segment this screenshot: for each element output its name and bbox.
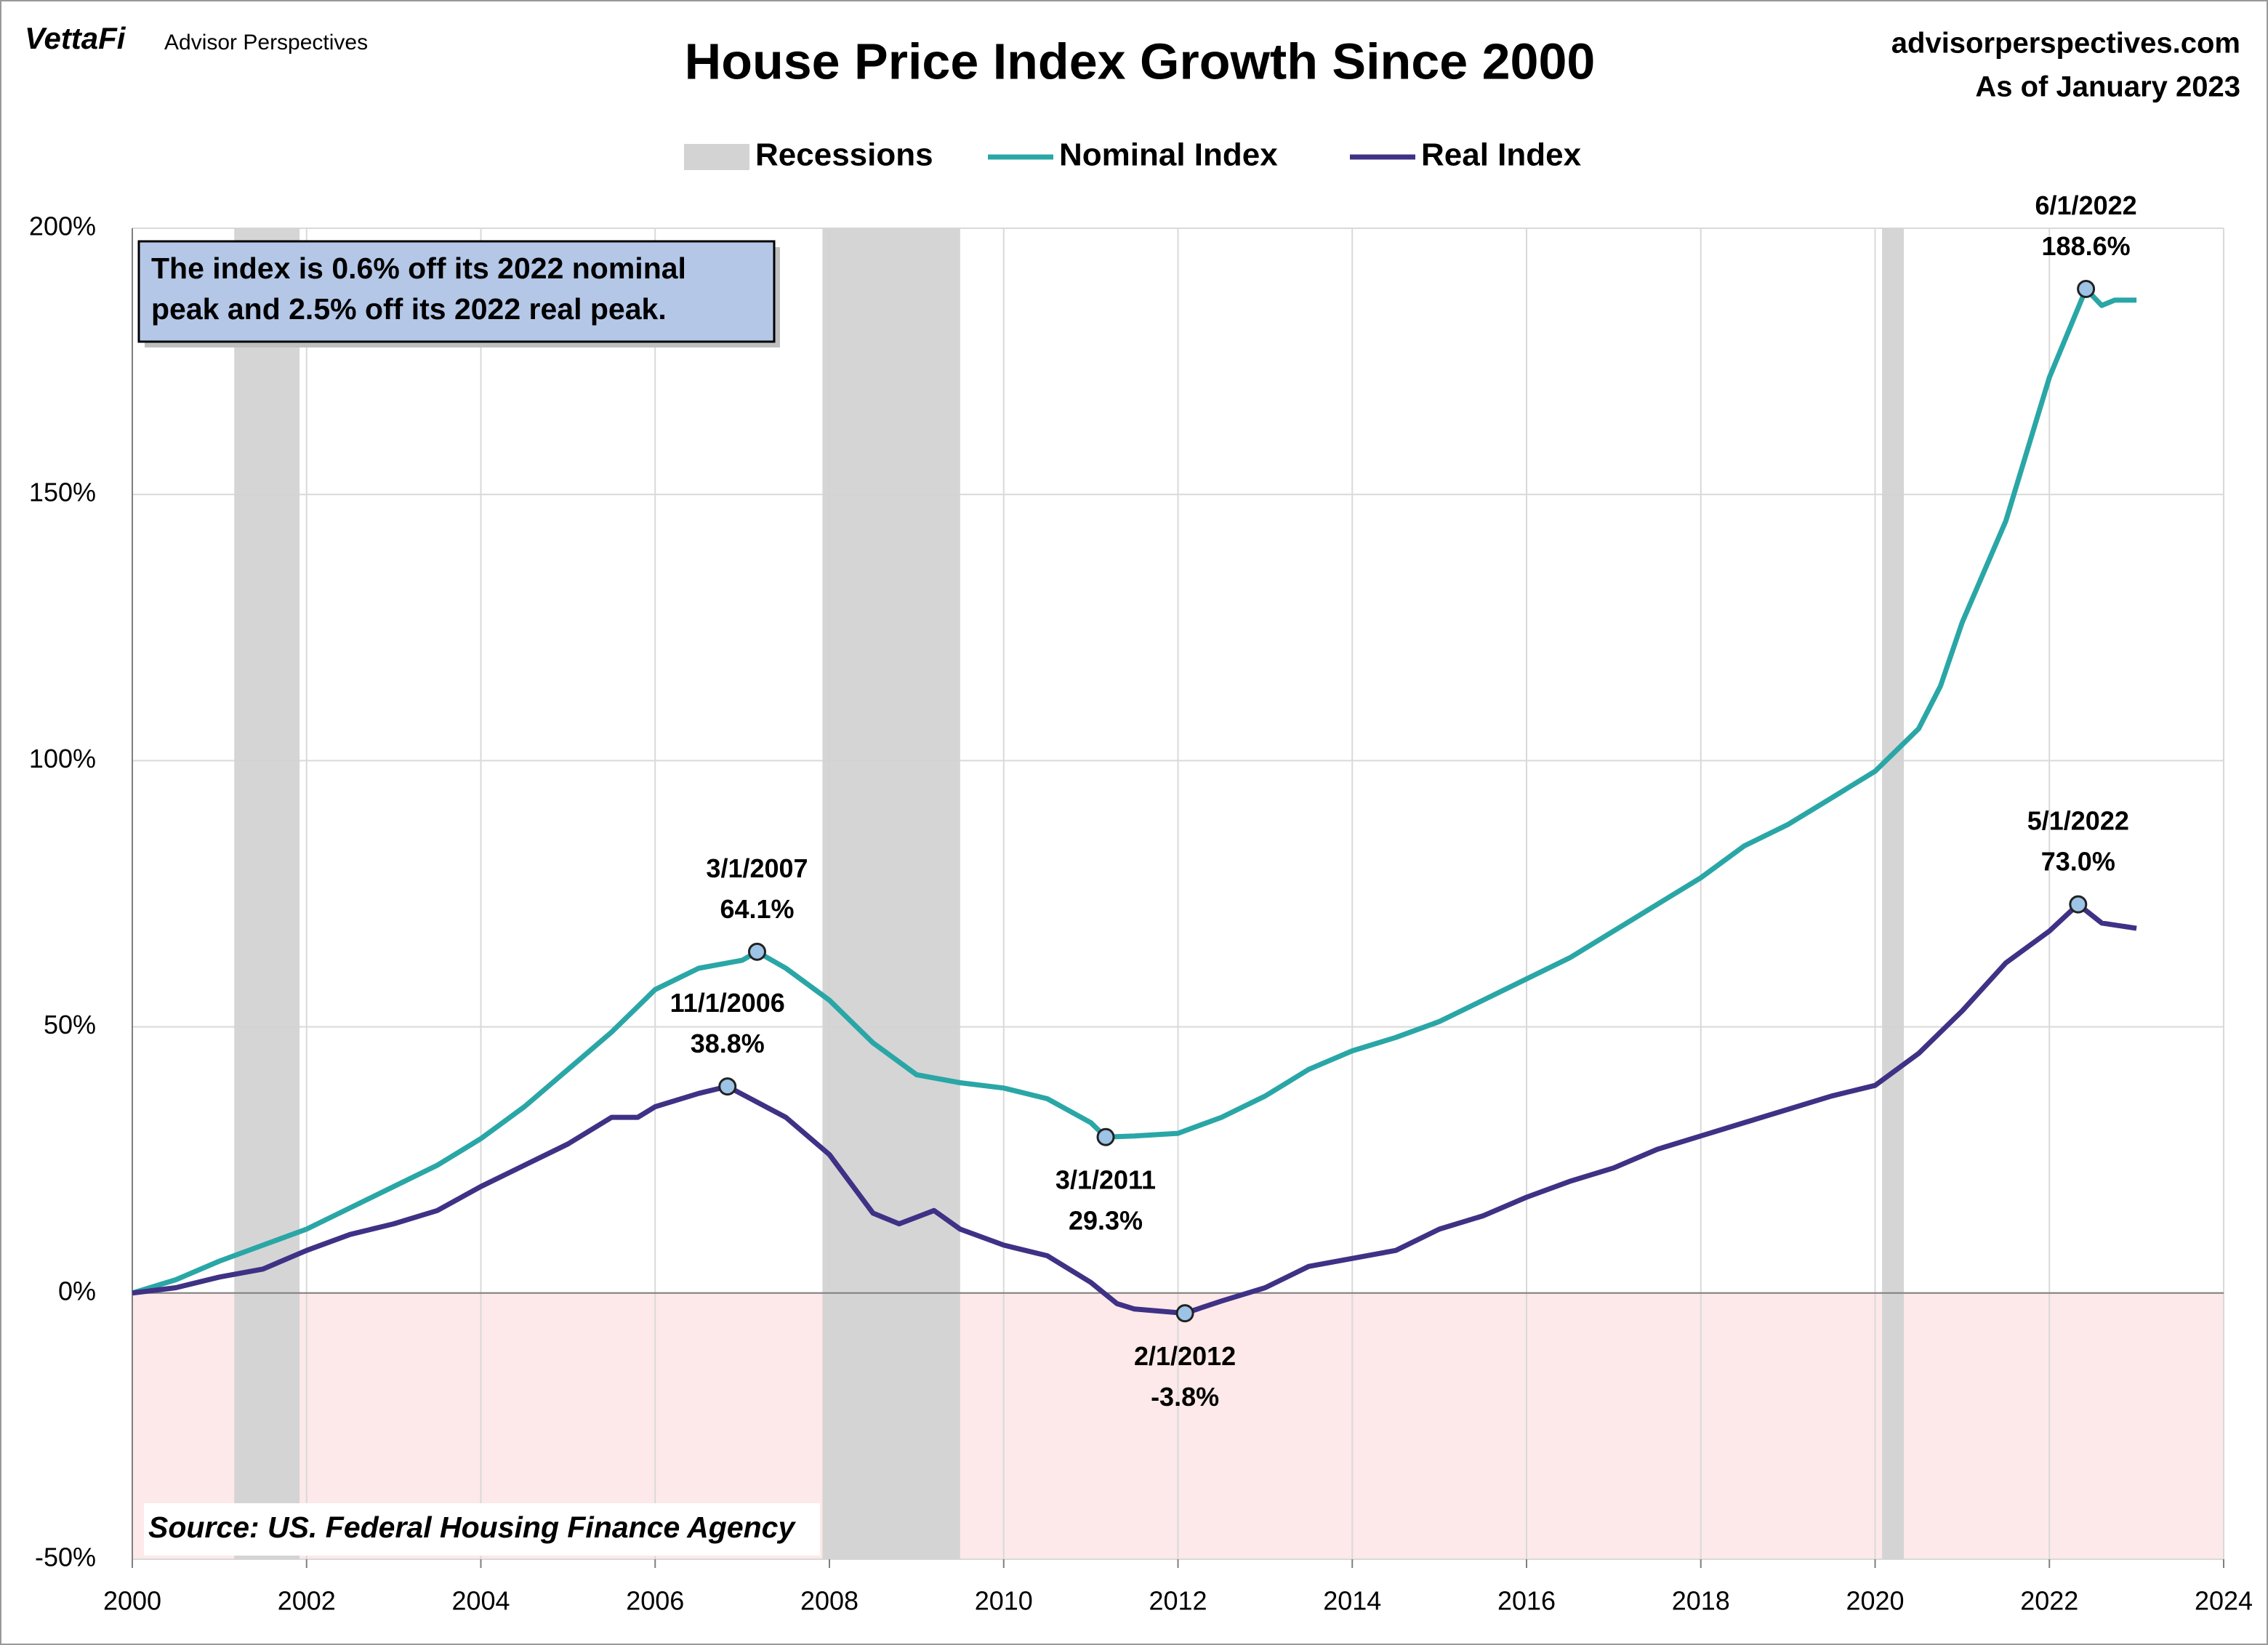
- y-tick-label: 200%: [29, 212, 96, 241]
- brand: VettaFi: [25, 21, 126, 55]
- plot: -50% 0% 50% 100% 150% 200% 2000 2002 2004 2006 200…: [29, 190, 2253, 1616]
- x-tick-label: 2016: [1497, 1586, 1556, 1616]
- y-tick-label: 50%: [44, 1010, 96, 1039]
- annotation-label: 64.1%: [720, 894, 794, 924]
- chart-title: House Price Index Growth Since 2000: [685, 33, 1596, 89]
- annotation-label: -3.8%: [1151, 1382, 1219, 1412]
- annotation-date: 5/1/2022: [2027, 806, 2129, 836]
- legend-label: Nominal Index: [1059, 137, 1278, 173]
- x-tick-label: 2006: [626, 1586, 684, 1616]
- source: Source: US. Federal Housing Finance Agen…: [148, 1511, 796, 1544]
- y-tick-label: 100%: [29, 744, 96, 773]
- x-tick-label: 2008: [800, 1586, 858, 1616]
- annotation-point: [2069, 895, 2088, 914]
- recession: [234, 228, 300, 1559]
- legend-label: Recessions: [755, 137, 933, 173]
- annotation-date: 3/1/2007: [706, 853, 808, 883]
- annotation-point: [748, 942, 767, 961]
- recession: [822, 228, 960, 1559]
- legend-label: Real Index: [1421, 137, 1582, 173]
- annotation-point: [1096, 1127, 1115, 1146]
- annotation-date: 11/1/2006: [670, 988, 785, 1018]
- source-box: [144, 1503, 820, 1556]
- note-box: [137, 240, 776, 343]
- series-line: [131, 286, 2137, 1296]
- legend-swatch: [684, 144, 749, 170]
- annotation-label: 188.6%: [2042, 231, 2131, 261]
- annotation-label: 29.3%: [1069, 1206, 1143, 1236]
- x-tick-label: 2012: [1149, 1586, 1207, 1616]
- x-tick-label: 2018: [1672, 1586, 1730, 1616]
- site: advisorperspectives.com: [1891, 28, 2240, 60]
- recession: [1882, 228, 1905, 1559]
- x-tick-label: 2000: [103, 1586, 161, 1616]
- x-tick-label: 2010: [975, 1586, 1033, 1616]
- x-tick-label: 2022: [2020, 1586, 2078, 1616]
- series-line: [132, 901, 2137, 1316]
- annotation-date: 6/1/2022: [2035, 190, 2137, 220]
- annotation-point: [2077, 279, 2096, 298]
- y-tick-label: -50%: [35, 1543, 96, 1572]
- x-tick-label: 2014: [1323, 1586, 1381, 1616]
- brand-sub: Advisor Perspectives: [164, 31, 368, 55]
- annotation-label: 38.8%: [691, 1029, 765, 1058]
- annotation-label: 73.0%: [2041, 847, 2115, 877]
- y-tick-label: 0%: [58, 1276, 96, 1306]
- annotation-point: [718, 1077, 737, 1096]
- note-text: peak and 2.5% off its 2022 real peak.: [151, 292, 667, 326]
- x-tick-label: 2020: [1846, 1586, 1904, 1616]
- annotation-date: 2/1/2012: [1134, 1341, 1236, 1371]
- x-tick-label: 2024: [2195, 1586, 2253, 1616]
- note-text: The index is 0.6% off its 2022 nominal: [151, 252, 686, 285]
- annotation-date: 3/1/2011: [1055, 1165, 1156, 1195]
- x-tick-label: 2002: [278, 1586, 336, 1616]
- y-tick-label: 150%: [29, 478, 96, 507]
- x-tick-label: 2004: [451, 1586, 510, 1616]
- annotation-point: [1175, 1304, 1194, 1323]
- as-of: As of January 2023: [1975, 71, 2240, 103]
